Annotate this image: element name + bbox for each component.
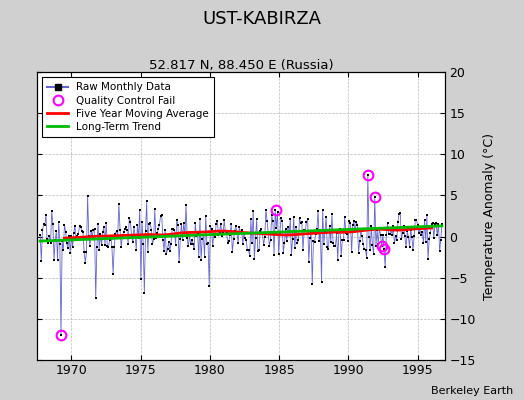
Legend: Raw Monthly Data, Quality Control Fail, Five Year Moving Average, Long-Term Tren: Raw Monthly Data, Quality Control Fail, … <box>42 77 214 137</box>
Text: Berkeley Earth: Berkeley Earth <box>431 386 514 396</box>
Y-axis label: Temperature Anomaly (°C): Temperature Anomaly (°C) <box>483 132 496 300</box>
Text: UST-KABIRZA: UST-KABIRZA <box>202 10 322 28</box>
Title: 52.817 N, 88.450 E (Russia): 52.817 N, 88.450 E (Russia) <box>149 59 333 72</box>
